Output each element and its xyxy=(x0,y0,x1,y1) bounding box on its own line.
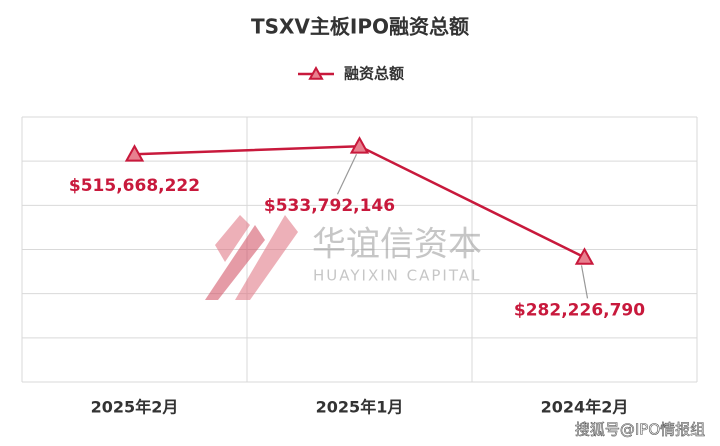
data-label: $282,226,790 xyxy=(514,300,645,320)
data-label: $515,668,222 xyxy=(69,176,200,196)
source: 搜狐号@IPO情报组 xyxy=(575,421,705,439)
watermark-cn: 华谊信资本 xyxy=(312,225,482,265)
legend: 融资总额 xyxy=(298,65,404,83)
logo-shape xyxy=(205,225,265,300)
logo-shape xyxy=(235,215,298,300)
x-tick-label: 2025年1月 xyxy=(316,398,404,417)
data-label: $533,792,146 xyxy=(264,196,395,216)
watermark: 华谊信资本 HUAYIXIN CAPITAL xyxy=(205,215,482,300)
marker xyxy=(349,136,370,154)
marker xyxy=(574,247,595,265)
x-tick-label: 2024年2月 xyxy=(541,398,629,417)
x-tick-label: 2025年2月 xyxy=(91,398,179,417)
marker xyxy=(124,144,145,162)
legend-label: 融资总额 xyxy=(344,65,404,83)
chart-title: TSXV主板IPO融资总额 xyxy=(251,15,469,39)
leader-line xyxy=(336,153,358,195)
legend-marker xyxy=(308,65,324,80)
watermark-en: HUAYIXIN CAPITAL xyxy=(313,267,481,285)
leader-line xyxy=(580,265,589,299)
logo-shape xyxy=(215,215,250,262)
